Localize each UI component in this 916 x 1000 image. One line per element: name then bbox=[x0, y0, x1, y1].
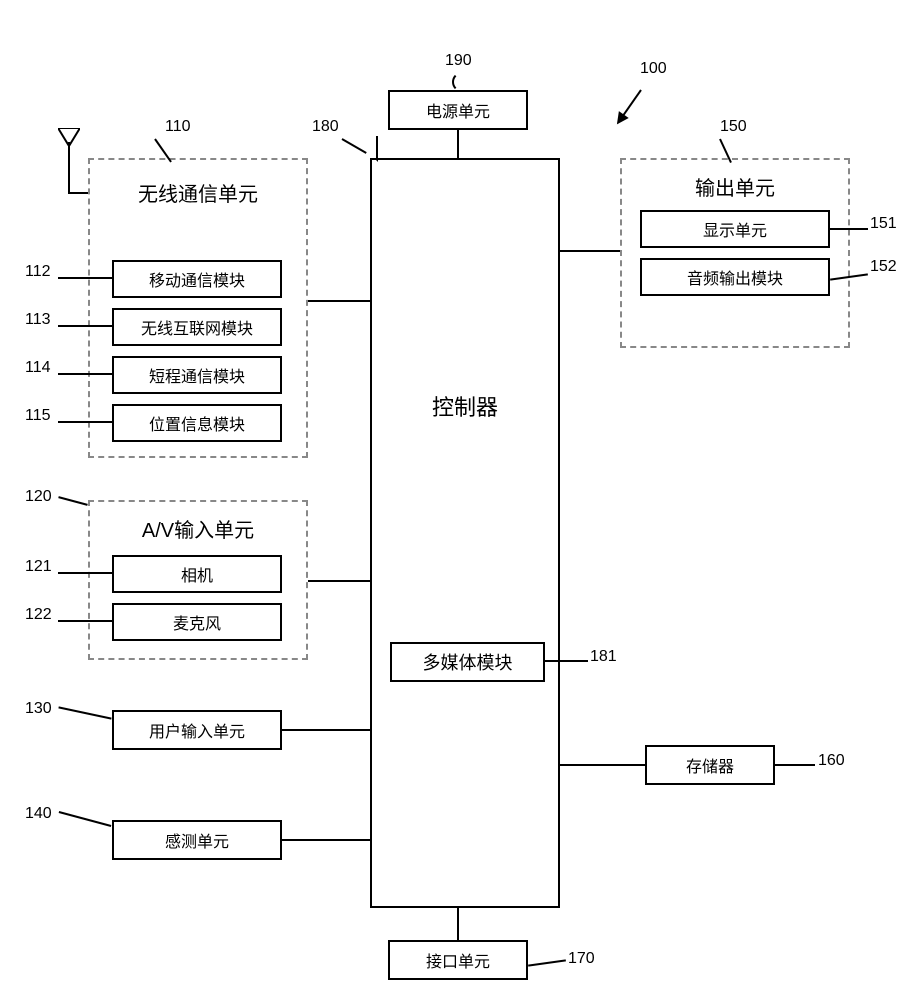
ref-150: 150 bbox=[720, 118, 747, 136]
line-output-controller bbox=[560, 250, 620, 252]
leader-170 bbox=[528, 959, 566, 966]
ref-170: 170 bbox=[568, 950, 595, 968]
memory-box: 存储器 bbox=[645, 745, 775, 785]
ref-120: 120 bbox=[25, 488, 52, 506]
line-av-controller bbox=[308, 580, 370, 582]
mobile-module-label: 移动通信模块 bbox=[149, 267, 245, 291]
display-box: 显示单元 bbox=[640, 210, 830, 248]
ref-130: 130 bbox=[25, 700, 52, 718]
ref-100: 100 bbox=[640, 60, 667, 78]
ref-113: 113 bbox=[25, 311, 51, 329]
leader-181 bbox=[543, 660, 588, 662]
mobile-module-box: 移动通信模块 bbox=[112, 260, 282, 298]
ref-151: 151 bbox=[870, 215, 897, 233]
line-userinput-controller bbox=[282, 729, 370, 731]
ref-190: 190 bbox=[445, 52, 472, 70]
leader-130 bbox=[58, 706, 111, 719]
ref-140: 140 bbox=[25, 805, 52, 823]
audio-label: 音频输出模块 bbox=[687, 265, 783, 289]
ref-122: 122 bbox=[25, 606, 52, 624]
leader-121 bbox=[58, 572, 112, 574]
arrow-100 bbox=[617, 89, 642, 123]
leader-113 bbox=[58, 325, 112, 327]
leader-151 bbox=[830, 228, 868, 230]
location-module-label: 位置信息模块 bbox=[149, 411, 245, 435]
display-label: 显示单元 bbox=[703, 217, 767, 241]
antenna-connector bbox=[68, 192, 88, 194]
leader-120 bbox=[58, 496, 87, 506]
sensing-label: 感测单元 bbox=[165, 828, 229, 852]
sensing-box: 感测单元 bbox=[112, 820, 282, 860]
user-input-label: 用户输入单元 bbox=[149, 718, 245, 742]
user-input-box: 用户输入单元 bbox=[112, 710, 282, 750]
power-unit-box: 电源单元 bbox=[388, 90, 528, 130]
line-controller-memory bbox=[560, 764, 645, 766]
leader-160 bbox=[775, 764, 815, 766]
short-module-box: 短程通信模块 bbox=[112, 356, 282, 394]
controller-label: 控制器 bbox=[372, 390, 558, 422]
leader-114 bbox=[58, 373, 112, 375]
mic-box: 麦克风 bbox=[112, 603, 282, 641]
multimedia-label: 多媒体模块 bbox=[423, 649, 513, 675]
ref-110: 110 bbox=[165, 118, 191, 136]
ref-152: 152 bbox=[870, 258, 897, 276]
camera-box: 相机 bbox=[112, 555, 282, 593]
leader-122 bbox=[58, 620, 112, 622]
output-group: 输出单元 bbox=[620, 158, 850, 348]
camera-label: 相机 bbox=[181, 562, 213, 586]
internet-module-label: 无线互联网模块 bbox=[141, 315, 253, 339]
leader-190 bbox=[452, 72, 472, 92]
output-title: 输出单元 bbox=[622, 172, 848, 201]
interface-box: 接口单元 bbox=[388, 940, 528, 980]
leader-115 bbox=[58, 421, 112, 423]
ref-121: 121 bbox=[25, 558, 52, 576]
ref-160: 160 bbox=[818, 752, 845, 770]
memory-label: 存储器 bbox=[686, 753, 734, 777]
multimedia-box: 多媒体模块 bbox=[390, 642, 545, 682]
ref-112: 112 bbox=[25, 263, 51, 281]
antenna-top bbox=[58, 128, 80, 151]
ref-114: 114 bbox=[25, 359, 51, 377]
ref-180: 180 bbox=[312, 118, 339, 136]
power-unit-label: 电源单元 bbox=[426, 98, 490, 122]
mic-label: 麦克风 bbox=[173, 610, 221, 634]
line-wireless-controller bbox=[308, 300, 370, 302]
leader-140 bbox=[59, 811, 112, 827]
controller-box: 控制器 多媒体模块 bbox=[370, 158, 560, 908]
av-title: A/V输入单元 bbox=[90, 514, 306, 543]
short-module-label: 短程通信模块 bbox=[149, 363, 245, 387]
wireless-title: 无线通信单元 bbox=[90, 178, 306, 207]
interface-label: 接口单元 bbox=[426, 948, 490, 972]
ref-181: 181 bbox=[590, 648, 617, 666]
location-module-box: 位置信息模块 bbox=[112, 404, 282, 442]
line-power-controller bbox=[457, 130, 459, 158]
leader-112 bbox=[58, 277, 112, 279]
audio-box: 音频输出模块 bbox=[640, 258, 830, 296]
ref-115: 115 bbox=[25, 407, 51, 425]
line-sensing-controller bbox=[282, 839, 370, 841]
line-controller-interface bbox=[457, 908, 459, 940]
internet-module-box: 无线互联网模块 bbox=[112, 308, 282, 346]
